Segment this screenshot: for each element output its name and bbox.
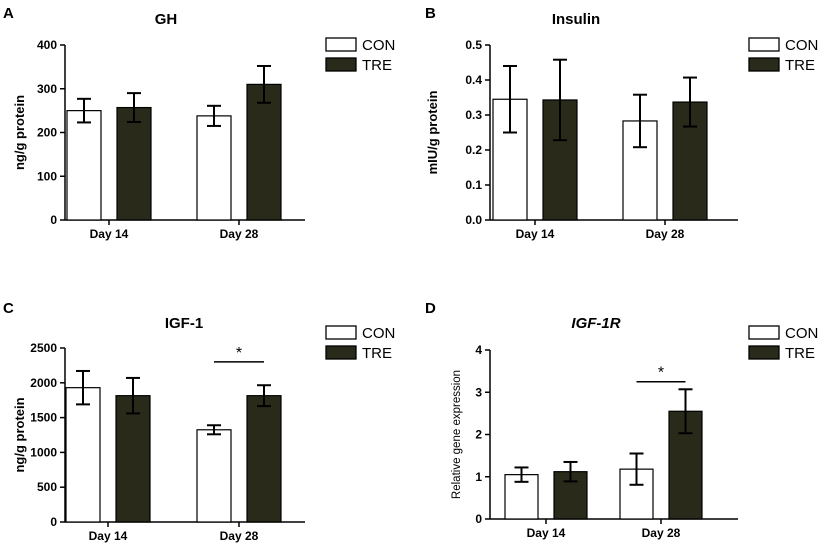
y-tick-label: 300 [37, 82, 57, 96]
y-tick-label: 4 [475, 343, 482, 357]
y-tick-label: 2000 [30, 376, 57, 390]
bar-tre [116, 106, 152, 221]
bar-con [196, 115, 232, 221]
legend-swatch-con [748, 37, 780, 52]
significance-star: * [658, 365, 664, 382]
y-tick-label: 0.3 [465, 108, 482, 122]
x-tick-label: Day 28 [220, 529, 259, 543]
chart-panel-a: A GH ng/g protein 0 100 200 300 400 Day 14 Day 28… [3, 5, 395, 241]
legend-swatch-con [748, 325, 780, 340]
bar-tre [246, 83, 282, 221]
y-tick-label: 1000 [30, 445, 57, 459]
legend-swatch-tre [325, 345, 357, 360]
legend-swatch-tre [748, 57, 780, 72]
y-axis-label: ng/g protein [12, 95, 27, 170]
y-tick-label: 0.5 [465, 38, 482, 52]
y-tick-label: 2500 [30, 341, 57, 355]
y-tick-label: 0 [50, 213, 57, 227]
legend-label-con: CON [362, 37, 395, 54]
y-tick-label: 0 [50, 515, 57, 529]
y-axis-label: Relative gene expression [451, 370, 463, 499]
y-axis-label: ng/g protein [12, 397, 27, 472]
panel-letter: D [425, 300, 436, 317]
y-tick-label: 1500 [30, 411, 57, 425]
x-tick-label: Day 14 [516, 227, 555, 241]
panel-letter: B [425, 5, 436, 22]
y-tick-label: 2 [475, 428, 482, 442]
y-tick-label: 500 [37, 480, 57, 494]
chart-title: GH [155, 11, 178, 28]
legend-swatch-con [325, 37, 357, 52]
panel-letter: A [3, 5, 14, 22]
y-axis-label: mIU/g protein [425, 91, 440, 175]
chart-panel-c: C IGF-1 ng/g protein 0 500 1000 1500 2000 2500 Da… [3, 300, 395, 543]
bar-tre [246, 395, 282, 523]
y-tick-label: 0.4 [465, 73, 482, 87]
panel-letter: C [3, 300, 14, 317]
chart-panel-d: D IGF-1R Relative gene expression 0 1 2 3 4 Day … [425, 300, 818, 540]
legend-label-tre: TRE [362, 57, 392, 74]
x-tick-label: Day 28 [220, 227, 259, 241]
legend-label-con: CON [785, 325, 818, 342]
bar-con [66, 110, 102, 221]
legend-swatch-con [325, 325, 357, 340]
chart-panel-b: B Insulin mIU/g protein 0.0 0.1 0.2 0.3 0.4 0.5 D… [425, 5, 818, 241]
y-tick-label: 0.0 [465, 213, 482, 227]
y-tick-label: 1 [475, 470, 482, 484]
y-tick-label: 200 [37, 126, 57, 140]
chart-title: IGF-1R [571, 315, 620, 332]
y-tick-label: 0.2 [465, 143, 482, 157]
legend-swatch-tre [325, 57, 357, 72]
legend-label-tre: TRE [362, 345, 392, 362]
y-tick-label: 100 [37, 169, 57, 183]
x-tick-label: Day 14 [527, 526, 566, 540]
y-tick-label: 0 [475, 512, 482, 526]
bar-tre [115, 395, 151, 523]
legend-label-tre: TRE [785, 345, 815, 362]
chart-title: IGF-1 [165, 315, 203, 332]
legend-label-tre: TRE [785, 57, 815, 74]
y-tick-label: 0.1 [465, 178, 482, 192]
x-tick-label: Day 28 [642, 526, 681, 540]
x-tick-label: Day 14 [90, 227, 129, 241]
y-tick-label: 400 [37, 38, 57, 52]
y-tick-label: 3 [475, 385, 482, 399]
bar-con [196, 429, 232, 523]
x-tick-label: Day 28 [646, 227, 685, 241]
bar-con [65, 387, 101, 523]
chart-title: Insulin [552, 11, 600, 28]
legend-swatch-tre [748, 345, 780, 360]
significance-star: * [236, 345, 242, 362]
legend-label-con: CON [362, 325, 395, 342]
x-tick-label: Day 14 [89, 529, 128, 543]
legend-label-con: CON [785, 37, 818, 54]
